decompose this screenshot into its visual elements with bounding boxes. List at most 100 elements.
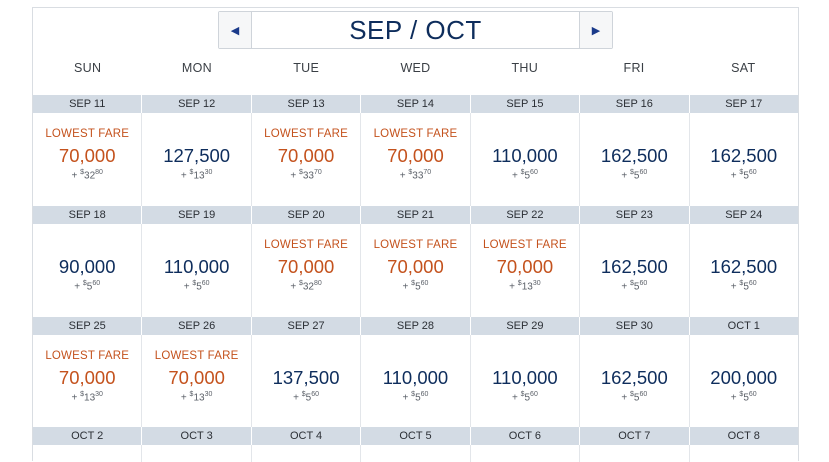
tax-whole: 33 — [302, 170, 314, 182]
tax-cents: 30 — [204, 391, 213, 398]
tax-amount: + $560 — [252, 391, 360, 403]
miles-amount: 162,500 — [600, 145, 668, 166]
tax-amount: + $1330 — [142, 391, 250, 403]
fare-cell[interactable] — [360, 445, 469, 462]
fare-cell[interactable]: 110,000 + $560 — [360, 335, 469, 428]
miles-amount: 90,000 — [58, 256, 116, 277]
miles-amount: 70,000 — [168, 367, 225, 388]
fare-cell[interactable]: 110,000 + $560 — [469, 113, 579, 206]
tax-amount: + $560 — [690, 280, 798, 292]
miles-amount: 110,000 — [163, 256, 230, 277]
fare-cell[interactable]: 137,500 + $560 — [250, 335, 360, 428]
currency-symbol: $ — [739, 280, 744, 287]
date-bar: SEP 11 SEP 12 SEP 13 SEP 14 SEP 15 SEP 16 SEP … — [33, 95, 798, 113]
fare-cell[interactable] — [250, 445, 360, 462]
fare-cell[interactable]: 90,000 + $560 — [33, 224, 141, 317]
fare-cell[interactable]: 110,000 + $560 — [141, 224, 250, 317]
currency-symbol: $ — [411, 391, 416, 398]
week-row: SEP 18 SEP 19 SEP 20 SEP 21 SEP 22 SEP 23 SEP … — [33, 206, 798, 317]
plus-sign: + — [71, 170, 81, 182]
tax-cents: 30 — [204, 169, 213, 176]
tax-amount: + $560 — [361, 280, 469, 292]
date-label: SEP 26 — [141, 317, 250, 335]
currency-symbol: $ — [408, 169, 413, 176]
miles-amount: 110,000 — [382, 367, 449, 388]
date-label: SEP 24 — [688, 206, 798, 224]
weekday-label: FRI — [623, 61, 645, 75]
tax-amount: + $3370 — [252, 169, 360, 181]
tax-whole: 5 — [743, 281, 749, 293]
plus-sign: + — [293, 392, 302, 404]
week-row: SEP 25 SEP 26 SEP 27 SEP 28 SEP 29 SEP 30 OCT … — [33, 317, 798, 428]
fare-cell[interactable]: LOWEST FARE 70,000 + $1330 — [469, 224, 579, 317]
plus-sign: + — [621, 392, 630, 404]
fare-cell[interactable] — [579, 445, 688, 462]
fare-cell[interactable]: 127,500 + $1330 — [141, 113, 250, 206]
plus-sign: + — [402, 281, 412, 293]
date-label: OCT 1 — [688, 317, 798, 335]
previous-month-button[interactable]: ◀ — [219, 12, 252, 48]
date-bar: SEP 18 SEP 19 SEP 20 SEP 21 SEP 22 SEP 23 SEP … — [33, 206, 798, 224]
tax-cents: 60 — [639, 280, 648, 287]
fare-cell[interactable]: LOWEST FARE 70,000 + $1330 — [141, 335, 250, 428]
currency-symbol: $ — [520, 391, 525, 398]
plus-sign: + — [399, 170, 409, 182]
plus-sign: + — [509, 281, 518, 293]
weekday-label: SAT — [731, 61, 756, 75]
date-label: SEP 18 — [68, 209, 106, 221]
plus-sign: + — [290, 281, 299, 293]
plus-sign: + — [621, 170, 630, 182]
fare-cell[interactable] — [688, 445, 798, 462]
miles-amount: 200,000 — [710, 367, 778, 388]
fare-cell[interactable] — [33, 445, 141, 462]
tax-whole: 5 — [633, 392, 640, 404]
weekday-header: SUN MON TUE WED THU FRI SAT — [33, 55, 798, 95]
date-label: SEP 14 — [360, 95, 469, 113]
currency-symbol: $ — [82, 280, 87, 287]
miles-amount: 162,500 — [600, 367, 668, 388]
miles-amount: 70,000 — [387, 145, 444, 166]
fare-cell[interactable]: LOWEST FARE 70,000 + $3370 — [360, 113, 469, 206]
fare-cell[interactable]: 162,500 + $560 — [579, 224, 688, 317]
fare-cell[interactable]: 162,500 + $560 — [579, 335, 688, 428]
lowest-fare-label: LOWEST FARE — [373, 128, 458, 140]
fare-cell[interactable]: LOWEST FARE 70,000 + $560 — [360, 224, 469, 317]
currency-symbol: $ — [630, 169, 634, 176]
tax-cents: 30 — [95, 391, 103, 398]
date-bar: SEP 25 SEP 26 SEP 27 SEP 28 SEP 29 SEP 30 OCT … — [33, 317, 798, 335]
fare-cell[interactable]: 110,000 + $560 — [469, 335, 579, 428]
tax-amount: + $560 — [142, 280, 250, 292]
fare-cell[interactable]: LOWEST FARE 70,000 + $3280 — [33, 113, 141, 206]
date-label: SEP 12 — [141, 95, 250, 113]
fare-cell[interactable] — [141, 445, 250, 462]
fare-cell[interactable]: 162,500 + $560 — [579, 113, 688, 206]
fare-cell[interactable]: 162,500 + $560 — [688, 113, 798, 206]
date-label: OCT 2 — [71, 430, 104, 442]
date-label: OCT 5 — [360, 427, 469, 445]
tax-cents: 60 — [748, 391, 757, 398]
date-bar: OCT 2 OCT 3 OCT 4 OCT 5 OCT 6 OCT 7 OCT … — [33, 427, 798, 445]
tax-whole: 5 — [743, 392, 749, 404]
fare-cell[interactable]: 200,000 + $560 — [688, 335, 798, 428]
tax-amount: + $3280 — [252, 280, 360, 292]
date-label: SEP 28 — [360, 317, 469, 335]
currency-symbol: $ — [630, 280, 634, 287]
fare-cell[interactable]: 162,500 + $560 — [688, 224, 798, 317]
currency-symbol: $ — [189, 169, 194, 176]
weekday-label: TUE — [293, 61, 320, 75]
tax-amount: + $1330 — [142, 169, 250, 181]
currency-symbol: $ — [189, 391, 194, 398]
fare-cell[interactable]: LOWEST FARE 70,000 + $3370 — [250, 113, 360, 206]
miles-amount: 162,500 — [710, 256, 778, 277]
fare-cell[interactable] — [469, 445, 579, 462]
tax-amount: + $560 — [471, 391, 579, 403]
miles-amount: 70,000 — [387, 256, 444, 277]
fare-cell[interactable]: LOWEST FARE 70,000 + $1330 — [33, 335, 141, 428]
date-label: SEP 30 — [579, 317, 688, 335]
plus-sign: + — [511, 170, 521, 182]
tax-cents: 80 — [313, 280, 322, 287]
date-label: SEP 17 — [688, 95, 798, 113]
next-month-button[interactable]: ▶ — [579, 12, 612, 48]
fare-cell[interactable]: LOWEST FARE 70,000 + $3280 — [250, 224, 360, 317]
plus-sign: + — [621, 281, 630, 293]
